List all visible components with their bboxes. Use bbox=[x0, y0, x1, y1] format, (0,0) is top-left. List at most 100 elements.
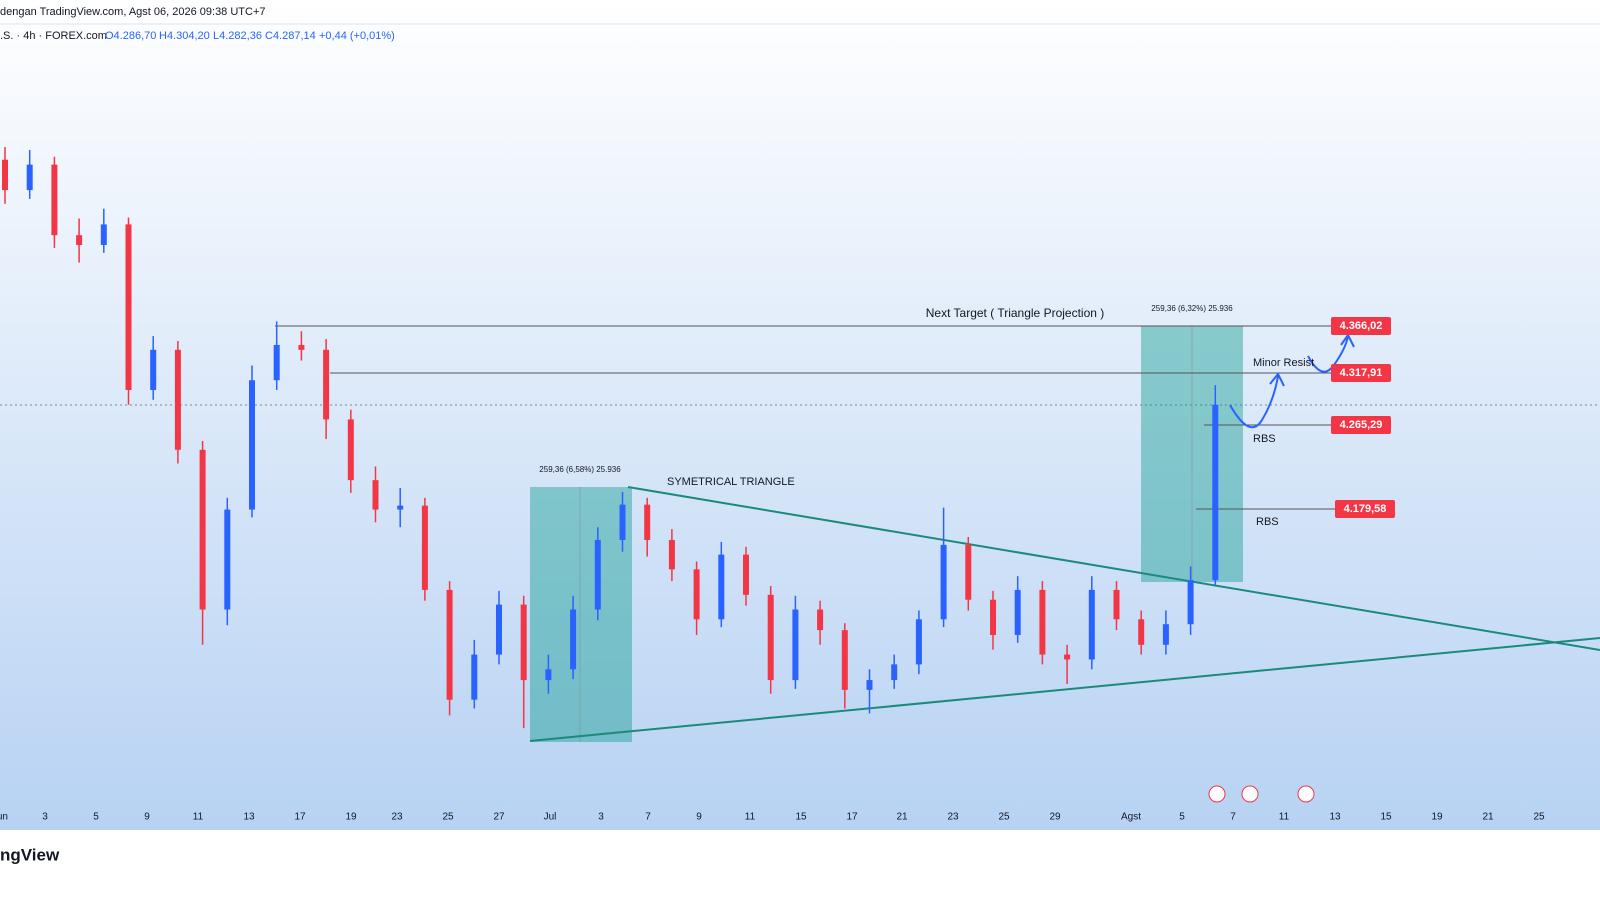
x-tick-label: 7 bbox=[645, 812, 651, 823]
x-tick-label: 13 bbox=[1329, 812, 1341, 823]
x-tick-label: 17 bbox=[846, 812, 858, 823]
event-icon[interactable] bbox=[1297, 785, 1315, 803]
x-tick-label: 21 bbox=[1482, 812, 1494, 823]
x-tick-label: Jul bbox=[544, 812, 557, 823]
candle-body bbox=[1187, 580, 1194, 625]
x-tick-label: 23 bbox=[391, 812, 403, 823]
annotation: Next Target ( Triangle Projection ) bbox=[926, 306, 1105, 320]
candle-body bbox=[1014, 589, 1021, 635]
candle-body bbox=[125, 224, 132, 391]
candle-body bbox=[1039, 589, 1046, 655]
candle-body bbox=[866, 680, 873, 690]
footer bbox=[0, 830, 1600, 900]
candle-body bbox=[471, 654, 478, 700]
x-tick-label: 5 bbox=[1179, 812, 1185, 823]
candle-body bbox=[990, 599, 996, 635]
candle-body bbox=[891, 664, 898, 681]
price-label-box bbox=[1331, 416, 1391, 434]
candle-body bbox=[644, 504, 651, 540]
x-tick-label: 27 bbox=[493, 812, 505, 823]
candle-body bbox=[446, 589, 453, 700]
candle-body bbox=[2, 159, 8, 191]
x-tick-label: 21 bbox=[896, 812, 908, 823]
candle-body bbox=[619, 504, 626, 540]
price-label: 4.265,29 bbox=[1340, 419, 1383, 431]
candle-body bbox=[545, 669, 552, 681]
event-icon[interactable] bbox=[1241, 785, 1259, 803]
candle-body bbox=[26, 164, 33, 191]
candle-body bbox=[199, 449, 206, 610]
x-tick-label: Agst bbox=[1121, 812, 1141, 823]
ohlc-value: C4.287,14 bbox=[265, 30, 316, 42]
candle-body bbox=[841, 630, 848, 690]
x-tick-label: 25 bbox=[442, 812, 454, 823]
candle-body bbox=[150, 349, 157, 391]
annotation: 259,36 (6,58%) 25.936 bbox=[539, 465, 621, 474]
annotation: SYMETRICAL TRIANGLE bbox=[667, 476, 795, 488]
candle-body bbox=[1064, 654, 1071, 660]
x-tick-label: 5 bbox=[93, 812, 99, 823]
projection-arrow bbox=[1229, 372, 1285, 429]
candle-body bbox=[940, 544, 947, 620]
candle-body bbox=[570, 609, 577, 670]
x-tick-label: 19 bbox=[345, 812, 357, 823]
candle-body bbox=[668, 539, 675, 570]
candle-body bbox=[76, 235, 83, 245]
triangle-upper bbox=[627, 486, 1600, 651]
x-tick-label: 15 bbox=[1380, 812, 1392, 823]
annotation: RBS bbox=[1253, 433, 1276, 445]
annotation: 259,36 (6,32%) 25.936 bbox=[1151, 304, 1233, 313]
x-axis: Jun 3 5 9 11 13 17 19 23 25 27 Jul 3 7 9 11 15 17 21 23 25 29… bbox=[0, 812, 1545, 823]
ohlc-value: H4.304,20 bbox=[159, 30, 210, 42]
event-icon[interactable] bbox=[1208, 785, 1226, 803]
source: dengan TradingView.com, Agst 06, 2026 09… bbox=[0, 6, 266, 18]
candle-body bbox=[594, 539, 601, 610]
candle-body bbox=[421, 505, 428, 590]
x-tick-label: 25 bbox=[1533, 812, 1545, 823]
candle-body bbox=[174, 349, 181, 450]
candle-body bbox=[767, 594, 774, 681]
x-tick-label: 3 bbox=[42, 812, 48, 823]
candle-body bbox=[817, 609, 824, 631]
x-tick-label: 13 bbox=[243, 812, 255, 823]
ohlc-value: +0,44 (+0,01%) bbox=[319, 30, 395, 42]
price-label: 4.366,02 bbox=[1340, 320, 1383, 332]
triangle-lower bbox=[529, 637, 1600, 742]
symbol: .S. · 4h · FOREX.com bbox=[0, 30, 107, 42]
x-tick-label: 15 bbox=[795, 812, 807, 823]
candle-body bbox=[323, 349, 330, 420]
candle-body bbox=[1212, 404, 1219, 581]
price-label-box bbox=[1335, 500, 1395, 518]
candle-body bbox=[520, 604, 527, 681]
x-tick-label: 11 bbox=[745, 812, 756, 823]
candle-body bbox=[1113, 589, 1120, 620]
x-tick-label: 11 bbox=[1279, 812, 1290, 823]
candle-body bbox=[372, 480, 379, 510]
candle-body bbox=[496, 604, 502, 655]
candle-body bbox=[693, 569, 700, 620]
x-tick-label: 29 bbox=[1049, 812, 1061, 823]
ohlc-value: O4.286,70 bbox=[105, 30, 156, 42]
annotation: RBS bbox=[1256, 516, 1279, 528]
candle-body bbox=[965, 544, 972, 600]
ohlc-value: L4.282,36 bbox=[213, 30, 262, 42]
candle-body bbox=[1088, 589, 1095, 660]
candle-body bbox=[915, 619, 922, 665]
price-label: 4.179,58 bbox=[1344, 503, 1387, 515]
price-label-box bbox=[1331, 317, 1391, 335]
x-tick-label: 9 bbox=[696, 812, 702, 823]
price-label: 4.317,91 bbox=[1340, 367, 1383, 379]
x-tick-label: Jun bbox=[0, 812, 8, 823]
candle-body bbox=[51, 164, 58, 236]
candle-body bbox=[792, 609, 799, 681]
candle-body bbox=[249, 380, 255, 510]
candle-body bbox=[718, 554, 725, 620]
x-tick-label: 17 bbox=[294, 812, 306, 823]
x-tick-label: 19 bbox=[1431, 812, 1443, 823]
candle-body bbox=[347, 419, 354, 481]
x-tick-label: 25 bbox=[998, 812, 1010, 823]
x-tick-label: 7 bbox=[1230, 812, 1236, 823]
